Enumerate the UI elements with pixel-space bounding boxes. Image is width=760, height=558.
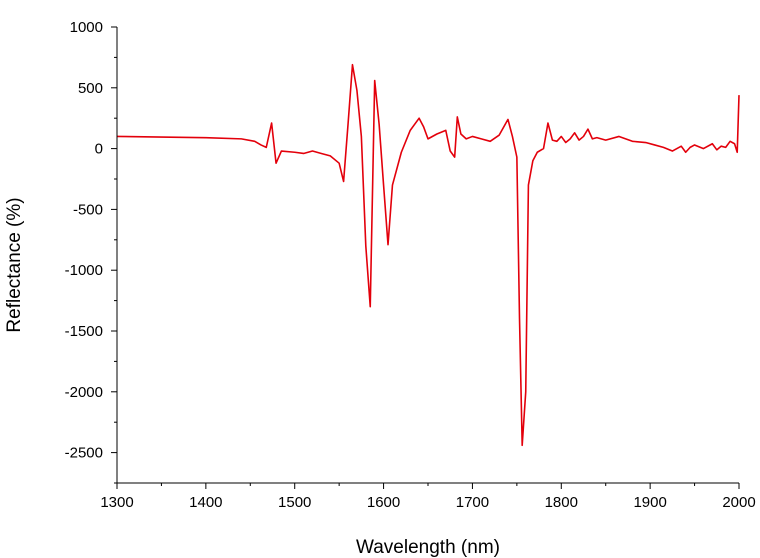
y-tick-label: -2000 [65, 384, 103, 401]
x-axis-title: Wavelength (nm) [356, 537, 500, 558]
ticks-layer: 1300 1400 1500 1600 1700 1800 1900 2000 1000 500 0… [65, 19, 756, 511]
y-tick-label: -1000 [65, 262, 103, 279]
y-tick-label: 0 [95, 141, 103, 158]
y-tick-label: 1000 [70, 19, 103, 36]
x-tick-label: 1900 [633, 494, 666, 511]
x-tick-label: 1600 [367, 494, 400, 511]
x-tick-label: 1700 [456, 494, 489, 511]
y-tick-label: 500 [78, 80, 103, 97]
y-tick-label: -1500 [65, 323, 103, 340]
x-tick-label: 1800 [545, 494, 578, 511]
y-tick-label: -500 [73, 201, 103, 218]
series-line-reflectance [116, 63, 740, 447]
y-axis-title: Reflectance (%) [4, 197, 25, 332]
y-tick-label: -2500 [65, 445, 103, 462]
x-tick-label: 1300 [100, 494, 133, 511]
x-tick-label: 1400 [189, 494, 222, 511]
axes-layer [116, 27, 739, 484]
x-tick-label: 2000 [722, 494, 755, 511]
x-tick-label: 1500 [278, 494, 311, 511]
